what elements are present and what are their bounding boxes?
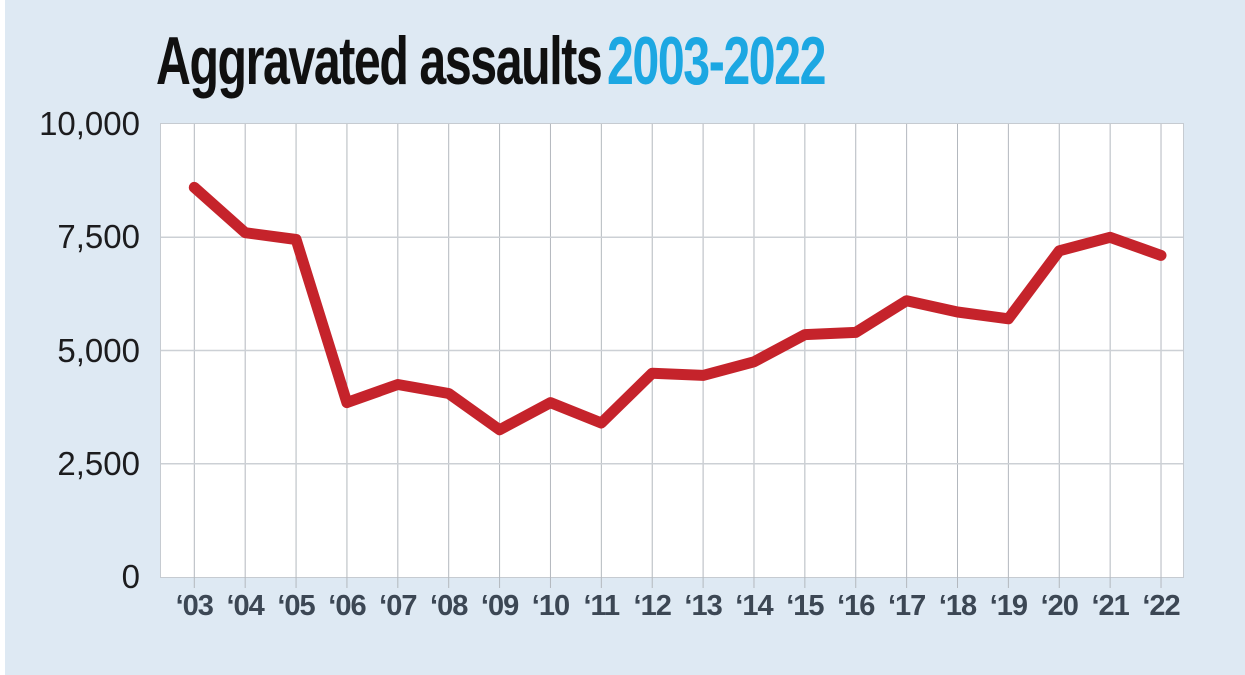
y-tick-label: 5,000 — [57, 331, 140, 369]
x-tick-label: ‘16 — [837, 590, 875, 622]
x-tick-label: ‘12 — [633, 590, 672, 622]
x-tick-label: ‘17 — [887, 590, 926, 622]
x-tick-label: ‘20 — [1040, 590, 1079, 622]
x-tick-label: ‘03 — [175, 590, 214, 622]
data-line — [188, 181, 1167, 436]
x-tick-label: ‘15 — [786, 590, 824, 622]
y-tick-label: 2,500 — [57, 444, 140, 482]
x-tick-label: ‘06 — [328, 590, 366, 622]
chart-title-main: Aggravated assaults — [156, 23, 603, 99]
plot-area — [160, 123, 1184, 588]
y-tick-label: 7,500 — [57, 218, 140, 256]
chart-title-period: 2003-2022 — [606, 23, 827, 99]
x-tick-label: ‘21 — [1091, 590, 1129, 622]
x-tick-label: ‘10 — [531, 590, 570, 622]
x-tick-label: ‘18 — [938, 590, 977, 622]
y-tick-label: 0 — [121, 558, 140, 595]
chart-title: Aggravated assaults2003-2022 — [156, 22, 827, 100]
x-tick-label: ‘08 — [430, 590, 468, 622]
x-tick-label: ‘14 — [735, 590, 773, 622]
line-chart-canvas — [161, 124, 1183, 588]
x-tick-label: ‘09 — [480, 590, 519, 622]
x-tick-label: ‘19 — [989, 590, 1028, 622]
y-tick-label: 10,000 — [39, 105, 140, 142]
x-tick-label: ‘11 — [583, 590, 620, 622]
x-tick-label: ‘04 — [226, 590, 265, 622]
x-tick-label: ‘22 — [1142, 590, 1180, 622]
x-tick-label: ‘07 — [379, 590, 417, 622]
x-tick-label: ‘13 — [684, 590, 722, 622]
x-tick-label: ‘05 — [277, 590, 315, 622]
left-edge-strip — [0, 0, 5, 675]
